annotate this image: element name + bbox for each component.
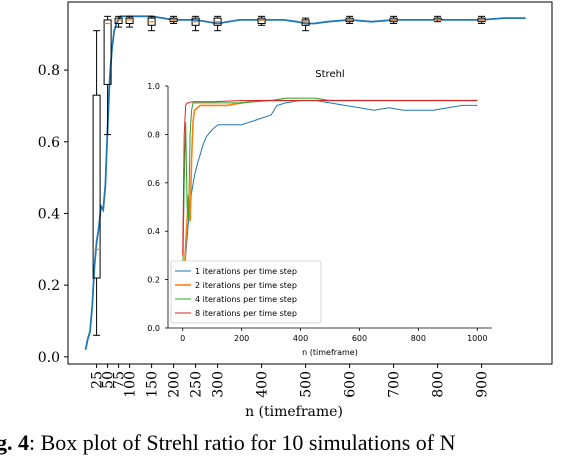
box-body-400 bbox=[257, 17, 266, 25]
inset-y-tick-label: 0.4 bbox=[147, 227, 160, 236]
inset-title: Strehl bbox=[315, 69, 344, 80]
inset-x-tick-label: 0 bbox=[180, 334, 185, 343]
main-x-tick-label: 50 bbox=[101, 371, 117, 389]
main-x-tick-label: 300 bbox=[211, 371, 227, 398]
inset-y-tick-label: 1.0 bbox=[147, 82, 160, 91]
main-y-tick-label: 0.8 bbox=[38, 63, 60, 79]
caption-text: : Box plot of Strehl ratio for 10 simula… bbox=[29, 430, 456, 455]
box-300 bbox=[213, 15, 222, 32]
box-150 bbox=[147, 15, 156, 32]
inset-legend-label-3: 8 iterations per time step bbox=[195, 309, 297, 318]
box-500 bbox=[301, 17, 310, 32]
box-900 bbox=[477, 15, 486, 25]
inset-y-tick-label: 0.6 bbox=[147, 179, 160, 188]
inset-y-tick-label: 0.0 bbox=[147, 324, 160, 333]
inset-plot: Strehl 0.0 0.2 0.4 0.6 0.8 1.0 0 200 400 600 800 100… bbox=[140, 60, 502, 360]
main-y-tick-label: 0.0 bbox=[38, 350, 60, 366]
main-y-tick-label: 0.6 bbox=[38, 135, 60, 151]
main-y-tick-label: 0.2 bbox=[38, 278, 60, 294]
inset-series-line-0 bbox=[182, 100, 478, 295]
main-x-tick-label: 25 bbox=[90, 371, 106, 389]
inset-x-tick-label: 800 bbox=[411, 334, 426, 343]
box-body-50 bbox=[103, 19, 112, 85]
main-x-tick-label: 400 bbox=[255, 371, 271, 398]
inset-legend: 1 iterations per time step 2 iterations p… bbox=[170, 260, 322, 324]
main-x-tick-label: 100 bbox=[123, 371, 139, 398]
main-y-tick-label: 0.4 bbox=[38, 206, 60, 222]
main-x-tick-label: 600 bbox=[343, 371, 359, 398]
box-100 bbox=[125, 15, 134, 28]
box-25 bbox=[92, 30, 101, 336]
main-x-tick-label: 800 bbox=[431, 371, 447, 398]
inset-x-tick-label: 1000 bbox=[467, 334, 487, 343]
box-body-500 bbox=[301, 19, 310, 26]
box-700 bbox=[389, 15, 398, 25]
inset-legend-label-1: 2 iterations per time step bbox=[195, 281, 297, 290]
main-plot-frame bbox=[67, 1, 553, 365]
inset-y-tick-label: 0.8 bbox=[147, 130, 160, 139]
box-250 bbox=[191, 15, 200, 32]
box-75 bbox=[114, 15, 123, 28]
inset-legend-label-2: 4 iterations per time step bbox=[195, 295, 297, 304]
box-50 bbox=[103, 15, 112, 136]
main-x-tick-label: 250 bbox=[189, 371, 205, 398]
main-x-tick-label: 200 bbox=[167, 371, 183, 398]
main-x-tick-label: 75 bbox=[112, 371, 128, 389]
box-body-100 bbox=[125, 17, 134, 25]
main-x-axis-label: n (timeframe) bbox=[245, 404, 343, 420]
inset-legend-label-0: 1 iterations per time step bbox=[195, 267, 297, 276]
main-x-tick-label: 900 bbox=[475, 371, 491, 398]
box-body-25 bbox=[92, 94, 101, 279]
main-x-tick-label: 700 bbox=[387, 371, 403, 398]
inset-legend-frame bbox=[170, 260, 322, 324]
inset-x-tick-label: 400 bbox=[293, 334, 308, 343]
inset-series-line-3 bbox=[182, 100, 478, 256]
box-400 bbox=[257, 15, 266, 26]
caption-label: g. 4 bbox=[0, 430, 29, 455]
box-800 bbox=[433, 15, 442, 23]
box-body-75 bbox=[114, 17, 123, 25]
figure-caption: g. 4: Box plot of Strehl ratio for 10 si… bbox=[0, 430, 584, 456]
inset-x-tick-label: 600 bbox=[352, 334, 367, 343]
box-600 bbox=[345, 15, 354, 25]
main-x-tick-label: 150 bbox=[145, 371, 161, 398]
main-x-tick-label: 500 bbox=[299, 371, 315, 398]
inset-x-axis-label: n (timeframe) bbox=[302, 348, 358, 357]
box-200 bbox=[169, 15, 178, 25]
inset-y-tick-label: 0.2 bbox=[147, 276, 160, 285]
inset-x-tick-label: 200 bbox=[234, 334, 249, 343]
